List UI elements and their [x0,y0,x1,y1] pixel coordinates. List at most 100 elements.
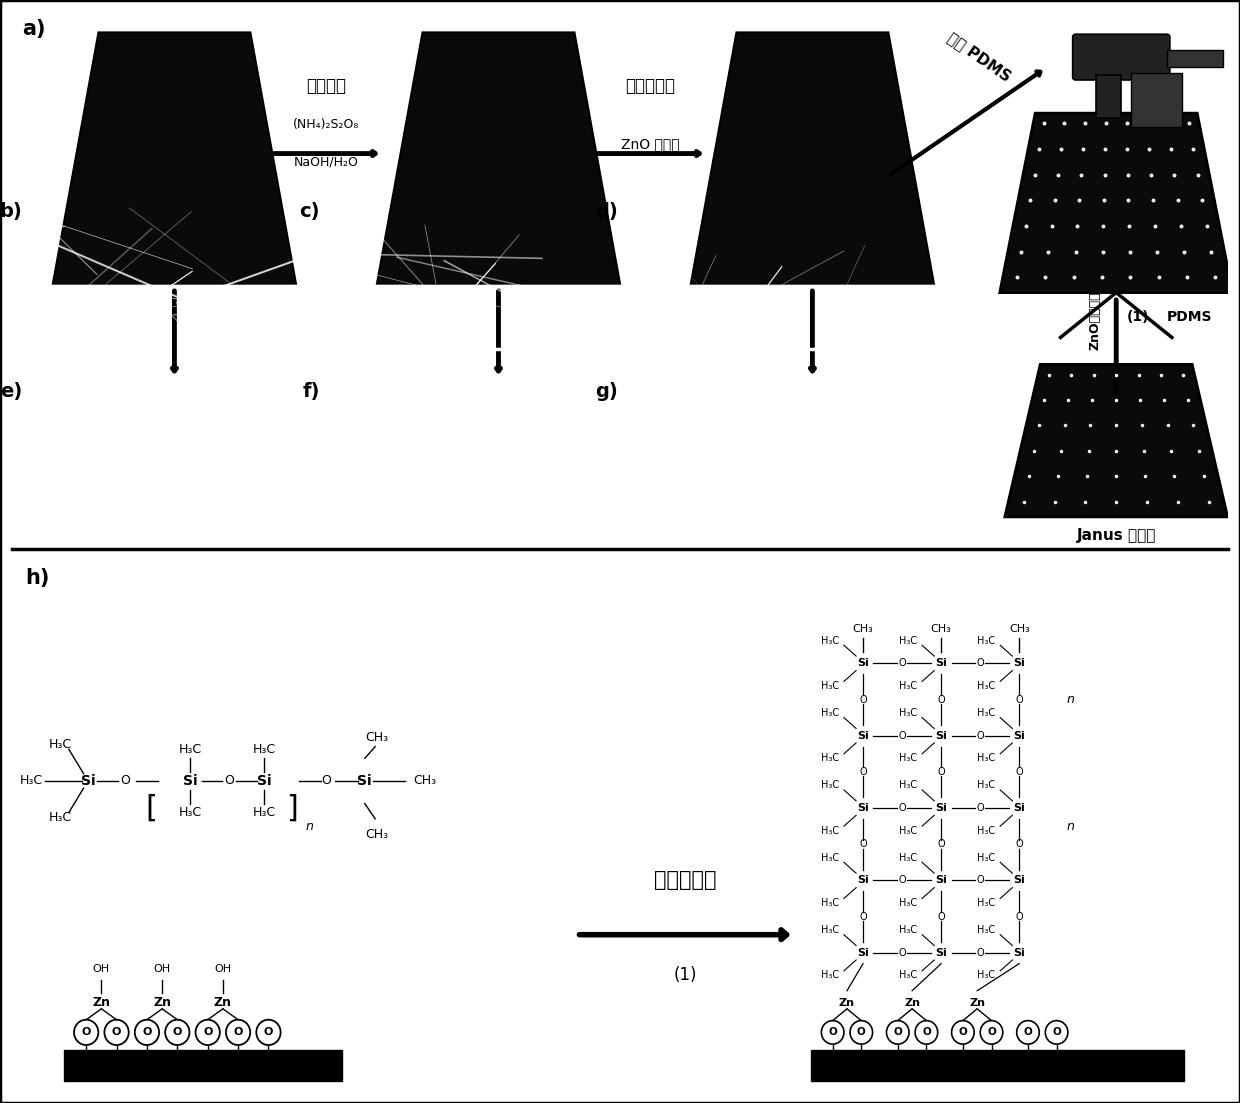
Bar [1096,75,1121,118]
Text: O: O [893,1027,903,1037]
Text: 5 μm: 5 μm [528,513,549,522]
Text: H₃C: H₃C [977,898,996,908]
FancyBboxPatch shape [1073,34,1169,81]
Text: Si: Si [857,876,869,886]
Text: O: O [143,1027,151,1037]
Text: H₃C: H₃C [821,781,839,791]
Text: O: O [976,730,985,741]
Text: Si: Si [935,730,947,741]
Text: O: O [82,1027,91,1037]
Bar [384,301,463,344]
Text: H₃C: H₃C [977,635,996,645]
Text: H₃C: H₃C [821,853,839,863]
Text: Zn: Zn [153,996,171,1009]
Text: H₃C: H₃C [20,774,42,788]
Text: O: O [857,1027,866,1037]
Text: O: O [959,1027,967,1037]
Text: H₃C: H₃C [899,971,918,981]
Text: O: O [898,876,906,886]
Text: Si: Si [1013,730,1025,741]
Text: OH: OH [154,964,171,974]
Polygon shape [377,32,620,283]
Text: O: O [1016,911,1023,922]
Text: n: n [1066,693,1075,706]
Polygon shape [25,459,123,536]
Text: (1): (1) [1127,310,1149,324]
Text: 水热法生长: 水热法生长 [625,77,676,95]
Text: H₃C: H₃C [821,708,839,718]
Text: O: O [264,1027,273,1037]
Text: Si: Si [82,774,95,788]
Text: H₃C: H₃C [899,853,918,863]
Bar [676,303,754,344]
Bar [52,306,143,349]
Text: PDMS: PDMS [1167,310,1211,324]
Text: H₃C: H₃C [253,806,275,820]
Text: Si: Si [935,947,947,957]
Text: O: O [224,774,234,788]
Text: H₃C: H₃C [48,738,72,751]
Bar [1131,73,1182,127]
Bar [1167,51,1223,66]
Polygon shape [691,32,934,283]
Text: f): f) [303,382,320,400]
Text: H₃C: H₃C [821,681,839,690]
Bar [64,1050,342,1081]
Text: 紫外光照射: 紫外光照射 [653,870,717,890]
Text: H₃C: H₃C [899,708,918,718]
Text: Si: Si [1013,803,1025,813]
Text: H₃C: H₃C [821,826,839,836]
Text: O: O [859,839,867,849]
Text: Si: Si [857,658,869,668]
Text: [: [ [145,793,157,823]
Text: O: O [1023,1027,1033,1037]
Text: O: O [321,774,331,788]
Text: H₃C: H₃C [821,971,839,981]
Text: H₃C: H₃C [977,781,996,791]
Text: H₃C: H₃C [977,971,996,981]
Text: b): b) [0,202,22,221]
Text: CH₃: CH₃ [366,731,388,745]
Text: O: O [937,839,945,849]
Text: NaOH/H₂O: NaOH/H₂O [294,156,358,169]
Text: O: O [859,767,867,777]
Text: O: O [898,803,906,813]
Text: Janus 泡沫铜: Janus 泡沫铜 [1076,527,1156,543]
Text: ZnO 纳米棒: ZnO 纳米棒 [621,137,680,151]
Text: H₃C: H₃C [899,781,918,791]
Text: CH₃: CH₃ [1009,624,1029,634]
Text: (1): (1) [673,966,697,984]
Text: (NH₄)₂S₂O₈: (NH₄)₂S₂O₈ [293,118,360,131]
Text: a): a) [22,19,46,39]
Text: Si: Si [184,774,197,788]
Text: H₃C: H₃C [821,898,839,908]
Text: 喂涂 PDMS: 喂涂 PDMS [945,30,1014,85]
Text: O: O [976,658,985,668]
Text: g): g) [595,382,618,400]
Text: H₃C: H₃C [179,806,202,820]
Text: H₃C: H₃C [821,925,839,935]
Text: Si: Si [257,774,272,788]
Text: O: O [937,911,945,922]
Text: OH: OH [215,964,232,974]
Text: O: O [233,1027,243,1037]
Text: ]: ] [286,793,298,823]
Text: Zn: Zn [904,997,920,1007]
Text: H₃C: H₃C [899,898,918,908]
Text: e): e) [0,382,22,400]
Text: 50 μm: 50 μm [526,333,552,342]
Text: Si: Si [1013,658,1025,668]
Text: Si: Si [1013,947,1025,957]
Text: O: O [120,774,130,788]
Text: O: O [828,1027,837,1037]
Text: O: O [937,695,945,705]
Text: H₃C: H₃C [253,742,275,756]
Text: H₃C: H₃C [977,853,996,863]
Text: O: O [987,1027,996,1037]
Text: O: O [1016,767,1023,777]
Text: O: O [112,1027,122,1037]
Text: Si: Si [1013,876,1025,886]
Text: O: O [898,947,906,957]
Text: Si: Si [357,774,372,788]
Text: H₃C: H₃C [899,635,918,645]
